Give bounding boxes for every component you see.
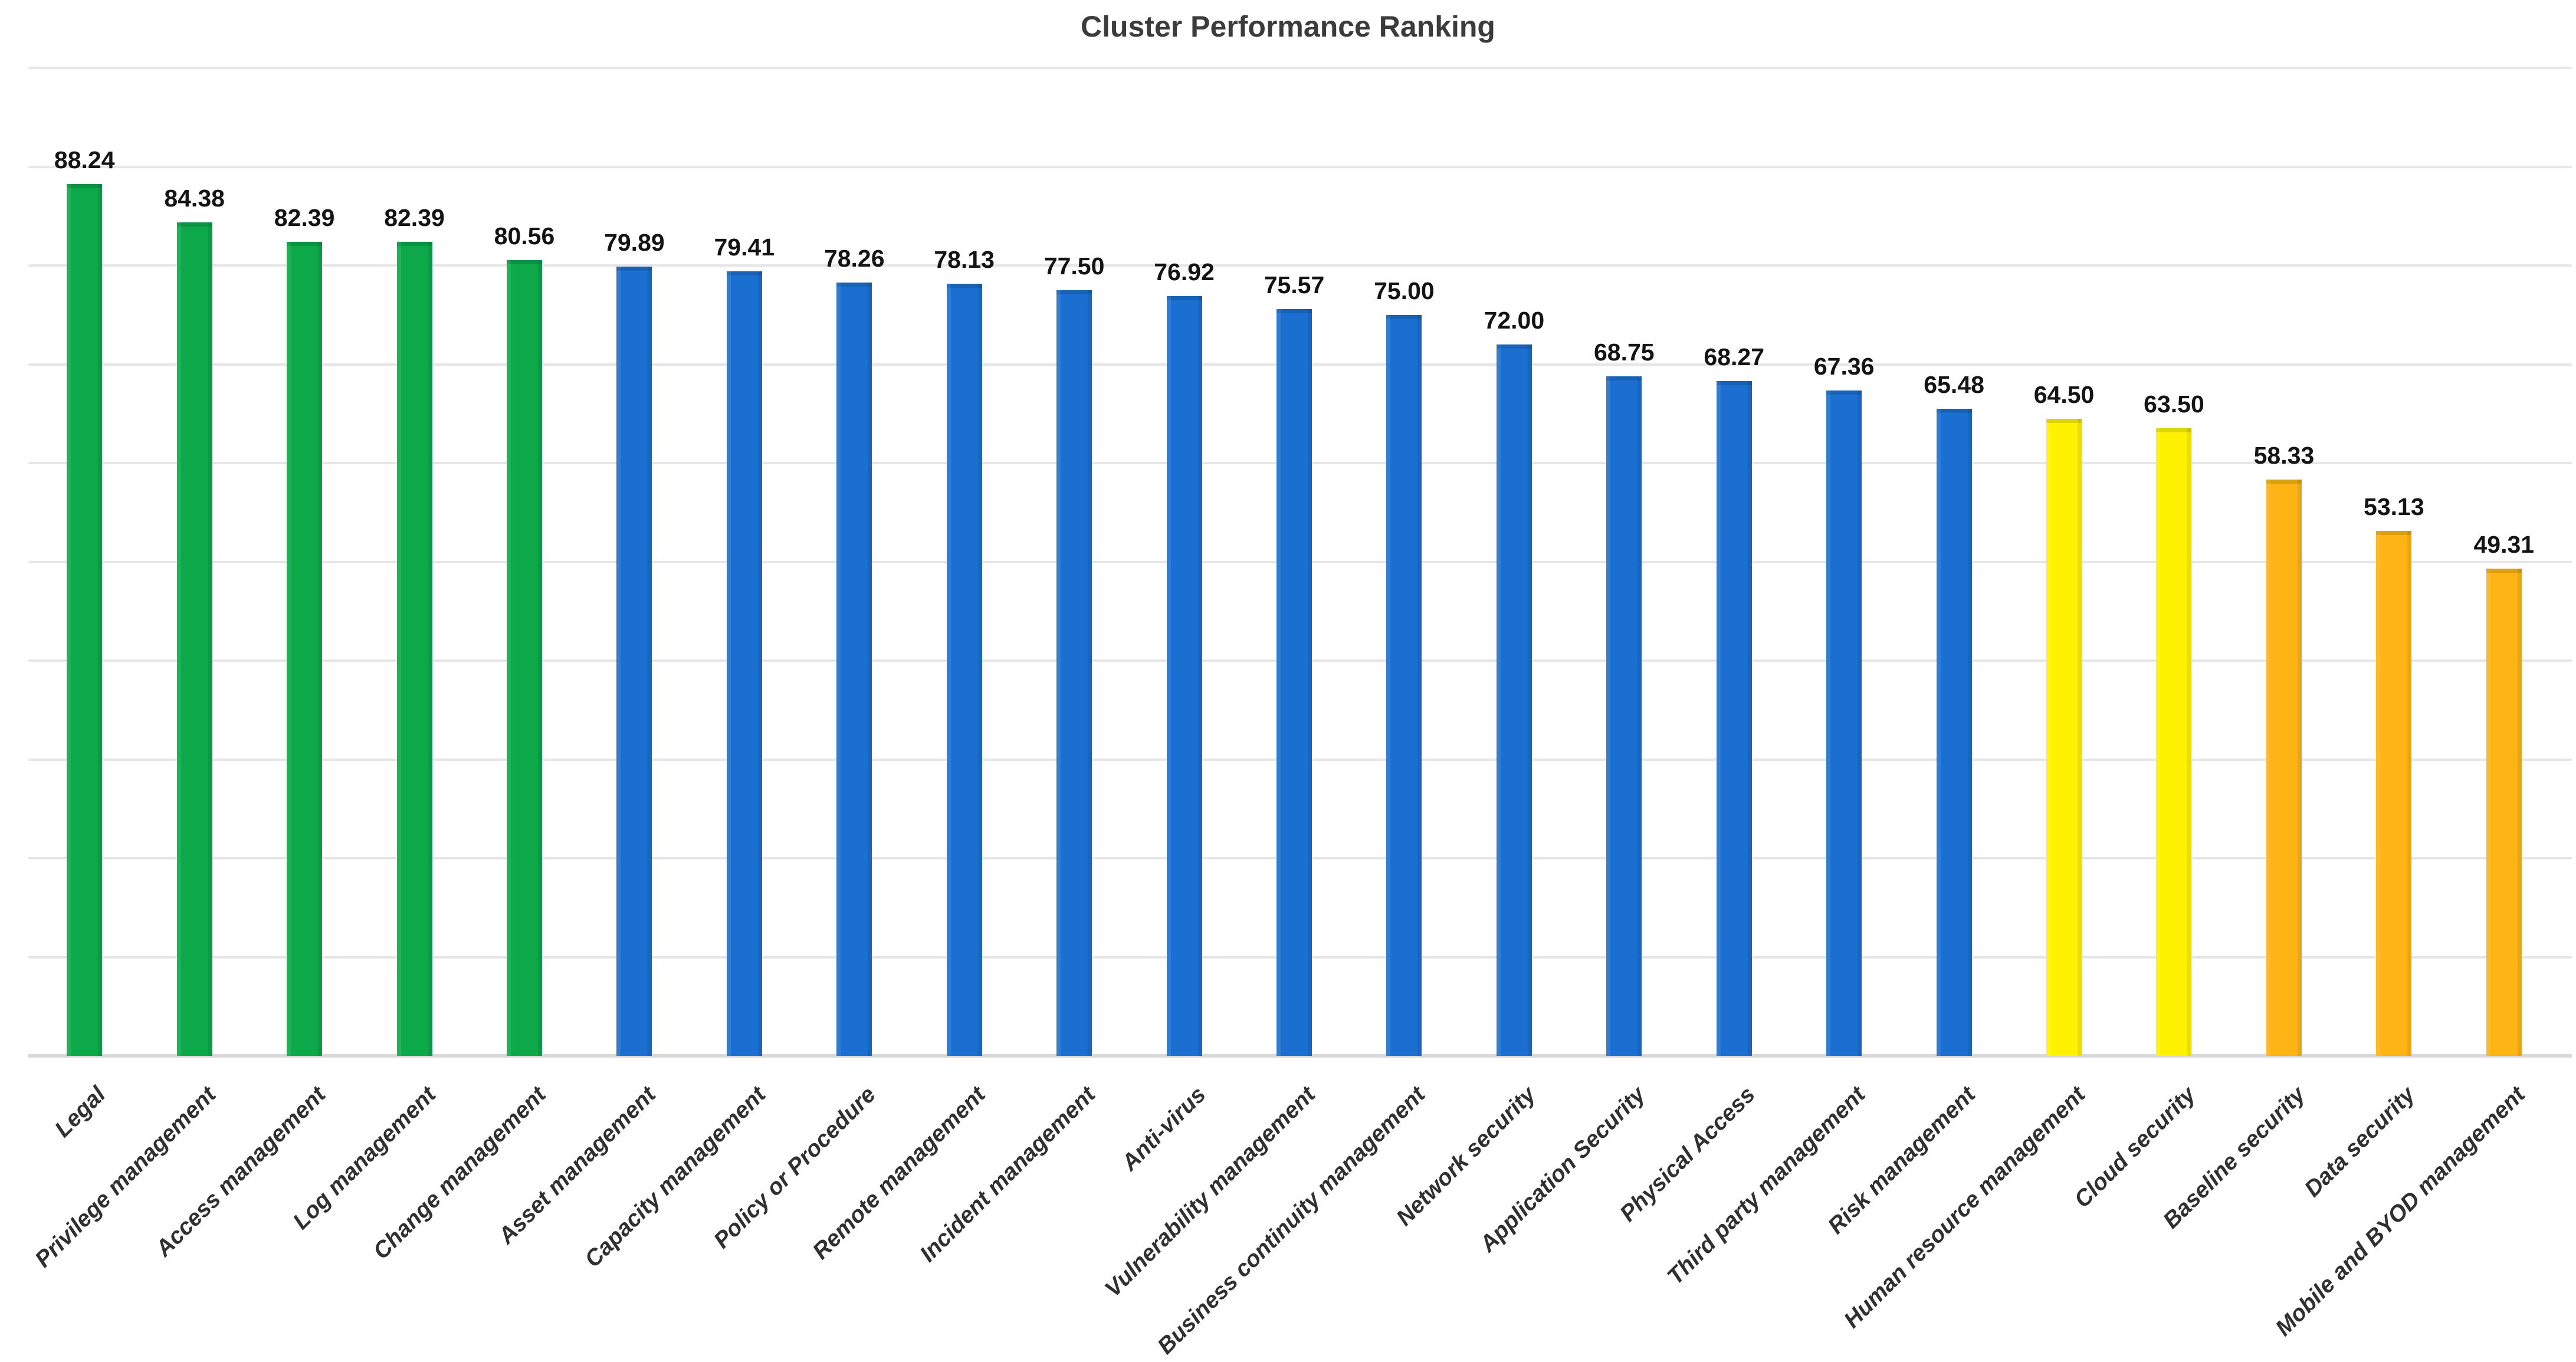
gridline xyxy=(28,165,2572,168)
bar xyxy=(1936,409,1972,1056)
gridline xyxy=(28,67,2572,69)
bar xyxy=(1716,381,1752,1056)
bar-value-label: 67.36 xyxy=(1813,352,1875,380)
bar xyxy=(2486,569,2522,1056)
bar-value-label: 75.00 xyxy=(1374,277,1435,304)
bar-value-label: 77.50 xyxy=(1043,252,1105,280)
bar-value-label: 78.13 xyxy=(934,246,995,274)
bar-value-label: 79.89 xyxy=(604,228,665,256)
bar xyxy=(67,183,103,1056)
category-label: Legal xyxy=(50,1082,111,1143)
bar-value-label: 72.00 xyxy=(1484,307,1545,334)
category-label: Capacity management xyxy=(580,1082,771,1273)
bar xyxy=(1606,376,1642,1056)
bar-value-label: 88.24 xyxy=(54,146,115,173)
bar-value-label: 78.26 xyxy=(823,245,885,273)
category-label: Incident management xyxy=(915,1082,1101,1267)
bar xyxy=(836,283,872,1056)
bar-value-label: 84.38 xyxy=(164,184,225,212)
bar xyxy=(1386,314,1422,1056)
category-label: Human resource management xyxy=(1839,1082,2091,1333)
bar-value-label: 68.27 xyxy=(1704,343,1765,371)
bar-value-label: 82.39 xyxy=(274,204,335,231)
category-label: Privilege management xyxy=(29,1082,221,1273)
category-label: Anti-virus xyxy=(1116,1082,1210,1176)
bar-value-label: 64.50 xyxy=(2033,380,2095,408)
bar xyxy=(1826,390,1862,1056)
bar xyxy=(1056,290,1092,1056)
bar-value-label: 75.57 xyxy=(1264,271,1325,299)
category-label: Mobile and BYOD management xyxy=(2270,1082,2531,1341)
bar-value-label: 82.39 xyxy=(384,204,445,231)
bar xyxy=(616,266,652,1056)
gridline xyxy=(28,264,2572,267)
bar-value-label: 65.48 xyxy=(1924,371,1984,399)
bar-value-label: 63.50 xyxy=(2144,390,2204,418)
bar xyxy=(396,241,432,1056)
bar xyxy=(176,222,212,1056)
bar xyxy=(2266,479,2302,1056)
bar xyxy=(2046,418,2082,1056)
bar-value-label: 80.56 xyxy=(494,222,555,250)
bar xyxy=(1276,309,1312,1056)
bar xyxy=(506,260,542,1056)
bar-value-label: 49.31 xyxy=(2473,531,2535,559)
bar-value-label: 79.41 xyxy=(714,233,775,261)
bar xyxy=(2156,428,2192,1056)
bar xyxy=(2376,531,2412,1056)
bar xyxy=(1166,296,1202,1056)
category-label: Data security xyxy=(2300,1082,2420,1202)
bar xyxy=(287,241,323,1056)
bar-value-label: 53.13 xyxy=(2364,493,2424,521)
category-label: Vulnerability management xyxy=(1100,1082,1321,1302)
bar xyxy=(1496,344,1532,1056)
bar xyxy=(726,271,762,1056)
bar-value-label: 76.92 xyxy=(1154,258,1215,285)
category-label: Third party management xyxy=(1662,1082,1871,1290)
chart-title: Cluster Performance Ranking xyxy=(1081,10,1495,43)
x-axis-line xyxy=(28,1054,2572,1058)
bar xyxy=(946,284,982,1056)
bar-value-label: 68.75 xyxy=(1593,339,1655,366)
bar-value-label: 58.33 xyxy=(2253,441,2315,469)
